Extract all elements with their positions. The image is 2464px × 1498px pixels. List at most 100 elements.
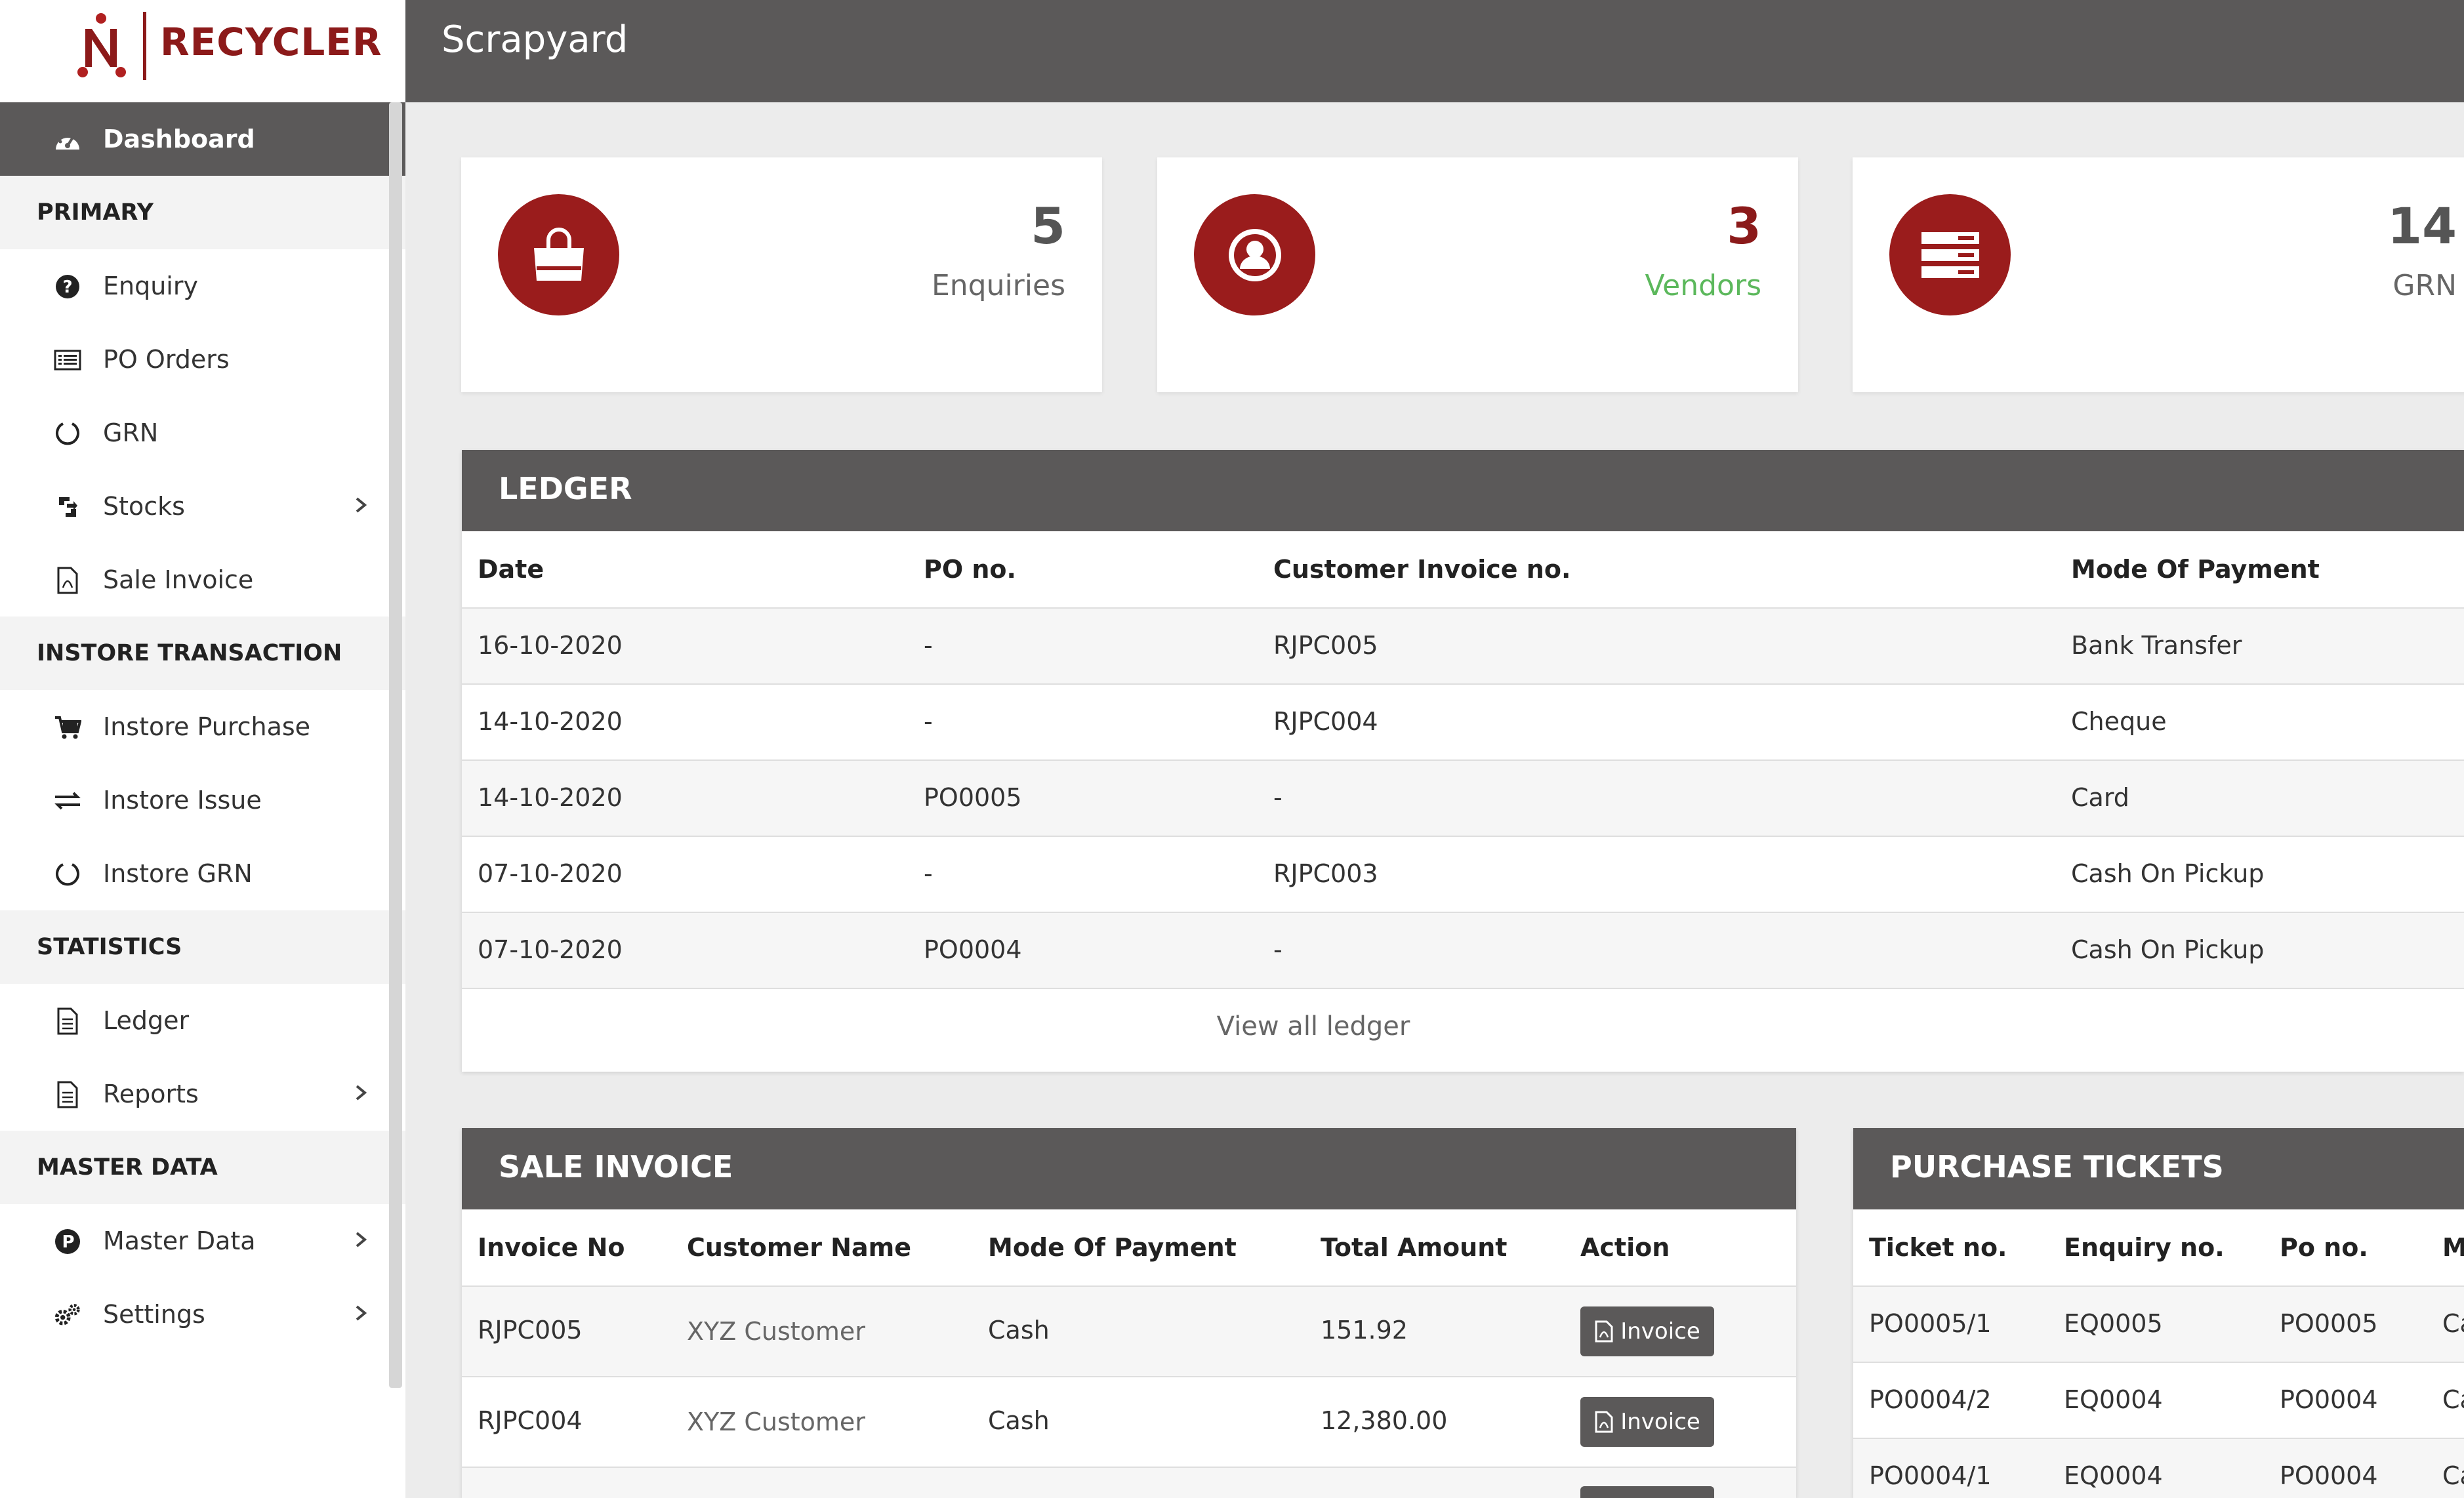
ledger-invoice-no: RJPC003 (1273, 859, 1378, 888)
sidebar-item-instore-purchase[interactable]: Instore Purchase (0, 690, 405, 763)
table-row[interactable]: 14-10-2020 - RJPC004 Cheque (462, 683, 2464, 759)
sidebar-item-instore-issue[interactable]: Instore Issue (0, 763, 405, 837)
column-header: Invoice No (478, 1233, 625, 1262)
sidebar-item-label: Dashboard (103, 125, 255, 153)
sidebar-item-master-data[interactable]: P Master Data (0, 1204, 405, 1278)
payment-mode: Cash (988, 1406, 1050, 1435)
sidebar-item-grn[interactable]: GRN (0, 396, 405, 470)
circle-notch-icon (54, 420, 81, 447)
sidebar-item-label: Reports (103, 1080, 199, 1108)
panel-header: SALE INVOICE (462, 1128, 1796, 1209)
stat-label: Vendors (1645, 269, 1761, 302)
ledger-po-no: - (924, 859, 933, 888)
sidebar-heading-primary: PRIMARY (0, 176, 405, 249)
ledger-invoice-no: RJPC005 (1273, 631, 1378, 660)
sidebar-item-dashboard[interactable]: Dashboard (0, 102, 405, 176)
column-header: Customer Invoice no. (1273, 555, 1571, 584)
sidebar-item-reports[interactable]: Reports (0, 1057, 405, 1131)
ticket-mode: Ca (2442, 1309, 2464, 1338)
recycler-logo-icon (77, 13, 126, 77)
column-header: Mode Of Payment (2071, 555, 2320, 584)
file-text-icon (54, 1007, 81, 1035)
enquiry-no: EQ0004 (2064, 1385, 2163, 1414)
list-alt-icon (54, 346, 81, 374)
brand-logo[interactable]: RECYCLER (0, 0, 405, 102)
po-no: PO0005 (2280, 1309, 2378, 1338)
table-row[interactable]: PO0004/1 EQ0004 PO0004 Ca (1853, 1438, 2464, 1498)
section-heading: MASTER DATA (37, 1154, 218, 1181)
stat-icon-circle (498, 194, 619, 315)
section-heading: STATISTICS (37, 934, 182, 960)
enquiry-no: EQ0005 (2064, 1309, 2163, 1338)
sidebar-item-settings[interactable]: Settings (0, 1278, 405, 1351)
panel-title: LEDGER (499, 471, 632, 506)
file-pdf-icon (1595, 1320, 1613, 1343)
sidebar-item-label: GRN (103, 418, 159, 447)
table-row[interactable]: 16-10-2020 - RJPC005 Bank Transfer (462, 607, 2464, 683)
table-row[interactable]: 14-10-2020 PO0005 - Card (462, 759, 2464, 836)
stat-icon-circle (1889, 194, 2011, 315)
sidebar-item-label: Instore Issue (103, 786, 262, 815)
ticket-no: PO0004/1 (1869, 1461, 1992, 1490)
total-amount: 12,380.00 (1321, 1406, 1448, 1435)
invoice-button[interactable] (1580, 1486, 1714, 1498)
stat-card-enquiries[interactable]: 5 Enquiries (461, 157, 1102, 392)
stat-value: 5 (1031, 197, 1065, 255)
po-no: PO0004 (2280, 1461, 2378, 1490)
table-row[interactable]: 07-10-2020 PO0004 - Cash On Pickup (462, 912, 2464, 988)
panel-header: PURCHASE TICKETS (1853, 1128, 2464, 1209)
sidebar-nav: Dashboard PRIMARY ? Enquiry PO Orders GR… (0, 102, 405, 1351)
ledger-payment-mode: Cheque (2071, 707, 2167, 736)
table-row[interactable]: PO0005/1 EQ0005 PO0005 Ca (1853, 1285, 2464, 1362)
sidebar-heading-instore-transaction: INSTORE TRANSACTION (0, 617, 405, 690)
sidebar-item-ledger[interactable]: Ledger (0, 984, 405, 1057)
chevron-right-icon (356, 1305, 367, 1321)
ticket-mode: Ca (2442, 1461, 2464, 1490)
ledger-payment-mode: Card (2071, 783, 2129, 812)
stat-card-vendors[interactable]: 3 Vendors (1157, 157, 1798, 392)
ledger-invoice-no: RJPC004 (1273, 707, 1378, 736)
enquiry-no: EQ0004 (2064, 1461, 2163, 1490)
column-header: M (2442, 1233, 2464, 1262)
sidebar-item-instore-grn[interactable]: Instore GRN (0, 837, 405, 910)
invoice-no: RJPC004 (478, 1406, 583, 1435)
chevron-right-icon (356, 1085, 367, 1101)
table-row[interactable] (462, 1467, 1796, 1498)
ticket-mode: Ca (2442, 1385, 2464, 1414)
invoice-button[interactable]: Invoice (1580, 1306, 1714, 1356)
ledger-date: 14-10-2020 (478, 783, 623, 812)
panel-footer (462, 988, 2464, 1072)
invoice-no: RJPC005 (478, 1316, 583, 1345)
sidebar-item-enquiry[interactable]: ? Enquiry (0, 249, 405, 323)
ledger-date: 16-10-2020 (478, 631, 623, 660)
circle-notch-icon (54, 860, 81, 888)
invoice-button[interactable]: Invoice (1580, 1397, 1714, 1447)
stat-card-grn[interactable]: 14 GRN (1853, 157, 2464, 392)
column-header: Total Amount (1321, 1233, 1508, 1262)
sidebar-item-label: Instore Purchase (103, 712, 311, 741)
customer-name-link[interactable]: XYZ Customer (687, 1407, 865, 1436)
sidebar-item-label: Master Data (103, 1226, 256, 1255)
sidebar-item-po-orders[interactable]: PO Orders (0, 323, 405, 396)
shopping-bag-icon (533, 227, 584, 281)
user-circle-icon (1228, 228, 1281, 281)
ledger-payment-mode: Cash On Pickup (2071, 859, 2265, 888)
ledger-po-no: - (924, 707, 933, 736)
table-row[interactable]: 07-10-2020 - RJPC003 Cash On Pickup (462, 836, 2464, 912)
sidebar-item-sale-invoice[interactable]: Sale Invoice (0, 543, 405, 617)
table-row[interactable]: RJPC005 XYZ Customer Cash 151.92 Invoice (462, 1285, 1796, 1376)
table-row[interactable]: RJPC004 XYZ Customer Cash 12,380.00 Invo… (462, 1376, 1796, 1467)
ledger-payment-mode: Bank Transfer (2071, 631, 2242, 660)
purchase-tickets-panel: PURCHASE TICKETS Ticket no. Enquiry no. … (1853, 1128, 2464, 1498)
column-header: Ticket no. (1869, 1233, 2007, 1262)
column-header: PO no. (924, 555, 1016, 584)
view-all-ledger-link[interactable]: View all ledger (1216, 1011, 1410, 1042)
customer-name-link[interactable]: XYZ Customer (687, 1317, 865, 1346)
stat-value: 3 (1727, 197, 1761, 255)
parking-circle-icon: P (54, 1228, 81, 1255)
panel-header: LEDGER (462, 450, 2464, 531)
sidebar-scrollbar[interactable] (389, 102, 402, 1388)
page-title: Scrapyard (441, 18, 628, 61)
sidebar-item-stocks[interactable]: Stocks (0, 470, 405, 543)
table-row[interactable]: PO0004/2 EQ0004 PO0004 Ca (1853, 1362, 2464, 1438)
